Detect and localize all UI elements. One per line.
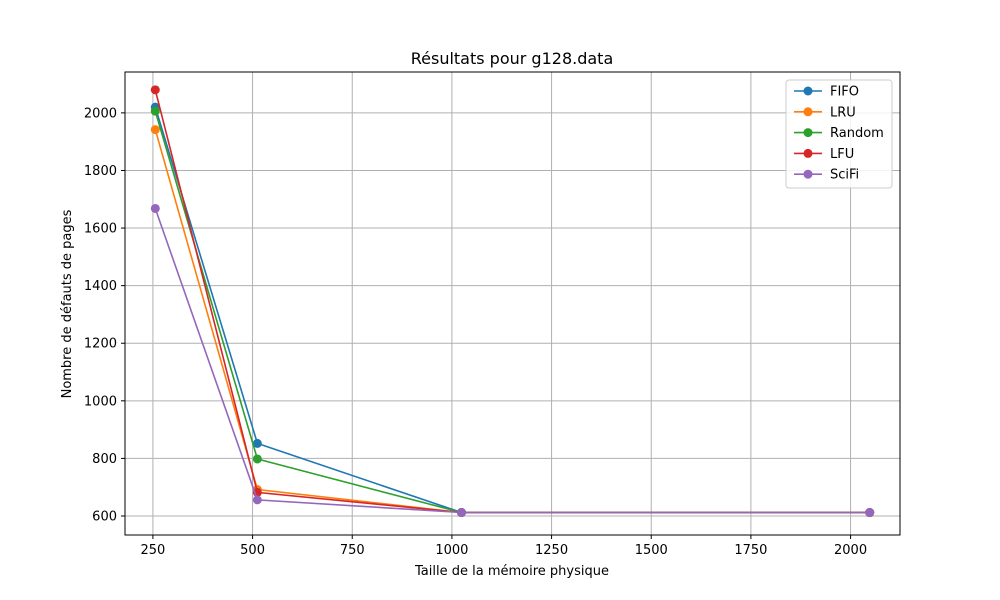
x-tick-label: 250 <box>140 543 165 558</box>
chart-title: Résultats pour g128.data <box>411 49 614 68</box>
legend-label-lfu: LFU <box>830 147 854 162</box>
legend-label-lru: LRU <box>830 105 856 120</box>
x-tick-label: 750 <box>340 543 365 558</box>
y-tick-label: 1000 <box>84 394 117 409</box>
x-tick-label: 1750 <box>734 543 767 558</box>
legend-box <box>785 79 893 189</box>
data-point-lfu <box>150 85 160 95</box>
legend-label-fifo: FIFO <box>830 85 859 100</box>
legend-marker-random <box>803 128 813 138</box>
data-point-scifi <box>150 203 160 213</box>
y-tick-label: 1400 <box>84 279 117 294</box>
legend-marker-lru <box>803 107 813 117</box>
y-tick-label: 1800 <box>84 164 117 179</box>
data-point-random <box>252 454 262 464</box>
data-point-scifi <box>252 495 262 505</box>
legend-label-scifi: SciFi <box>830 168 859 183</box>
x-axis-label: Taille de la mémoire physique <box>414 564 609 579</box>
legend-marker-scifi <box>803 169 813 179</box>
y-axis-label: Nombre de défauts de pages <box>60 209 75 398</box>
x-tick-label: 2000 <box>834 543 867 558</box>
y-tick-label: 1200 <box>84 337 117 352</box>
data-point-scifi <box>865 508 875 518</box>
x-tick-label: 500 <box>240 543 265 558</box>
x-tick-label: 1500 <box>635 543 668 558</box>
y-tick-label: 600 <box>92 509 117 524</box>
legend-marker-lfu <box>803 148 813 158</box>
series-group <box>150 85 875 518</box>
series-line-scifi <box>154 208 870 514</box>
y-tick-label: 1600 <box>84 222 117 237</box>
y-tick-label: 2000 <box>84 106 117 121</box>
legend-marker-fifo <box>803 86 813 96</box>
axis-ticks: 250 500 750 1000 1250 1500 1750 2000 600 800 1000 1… <box>84 106 867 558</box>
data-point-random <box>150 106 160 116</box>
data-point-scifi <box>456 508 466 518</box>
legend: FIFO LRU Random LFU SciFi <box>785 79 893 189</box>
data-point-fifo <box>252 438 262 448</box>
y-tick-label: 800 <box>92 452 117 467</box>
plot-frame <box>124 71 901 536</box>
x-tick-label: 1250 <box>535 543 568 558</box>
x-tick-label: 1000 <box>435 543 468 558</box>
legend-label-random: Random <box>830 126 884 141</box>
data-point-lru <box>150 125 160 135</box>
